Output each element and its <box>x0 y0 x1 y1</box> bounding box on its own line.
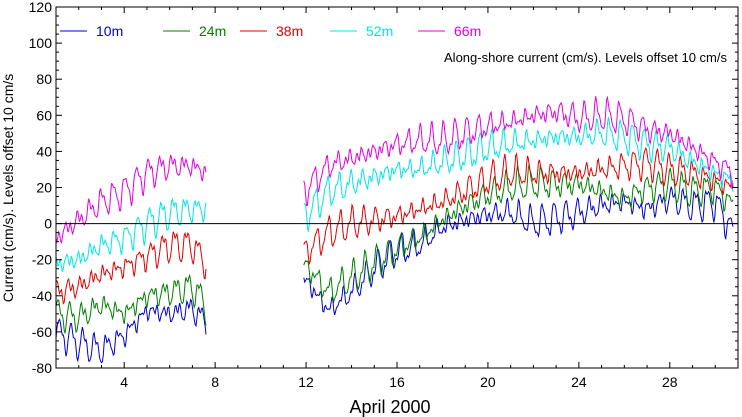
series-line-66m-segment-2 <box>303 95 734 206</box>
y-tick-label: 100 <box>29 35 53 51</box>
series-line-66m-segment-1 <box>55 154 207 245</box>
series-line-52m-segment-2 <box>303 117 734 232</box>
legend-label-38m: 38m <box>276 23 303 39</box>
x-tick-label: 20 <box>480 374 496 390</box>
y-tick-label: 60 <box>36 107 52 123</box>
x-tick-label: 4 <box>120 374 128 390</box>
series-lines <box>55 95 734 364</box>
legend-label-24m: 24m <box>199 23 226 39</box>
x-tick-label: 28 <box>662 374 678 390</box>
legend-label-52m: 52m <box>366 23 393 39</box>
series-line-52m-segment-1 <box>55 197 207 273</box>
y-tick-label: -60 <box>32 324 52 340</box>
x-axis-title: April 2000 <box>349 397 430 417</box>
series-line-38m-segment-1 <box>55 231 207 305</box>
x-tick-label: 16 <box>389 374 405 390</box>
legend: 10m 24m 38m 52m 66m <box>60 23 481 39</box>
y-tick-label: 0 <box>44 216 52 232</box>
y-axis-title: Current (cm/s). Levels offset 10 cm/s <box>0 74 16 302</box>
series-line-38m-segment-2 <box>303 147 734 265</box>
y-tick-label: 20 <box>36 180 52 196</box>
y-tick-label: 120 <box>29 0 53 15</box>
x-tick-label: 12 <box>298 374 314 390</box>
y-tick-label: 40 <box>36 143 52 159</box>
series-line-10m-segment-2 <box>303 186 734 316</box>
y-tick-label: -40 <box>32 288 52 304</box>
y-tick-label: 80 <box>36 71 52 87</box>
series-line-10m-segment-1 <box>55 298 207 364</box>
legend-label-10m: 10m <box>96 23 123 39</box>
x-tick-label: 8 <box>211 374 219 390</box>
y-tick-label: -20 <box>32 252 52 268</box>
tick-marks <box>55 6 739 369</box>
chart-annotation: Along-shore current (cm/s). Levels offse… <box>444 50 727 65</box>
y-tick-label: -80 <box>32 360 52 376</box>
tick-labels: -80 -60 -40 -20 0 20 40 60 80 100 120 4 8 12 16 20 24 28 <box>29 0 678 390</box>
series-line-24m-segment-1 <box>55 273 207 334</box>
x-tick-label: 24 <box>571 374 587 390</box>
legend-label-66m: 66m <box>454 23 481 39</box>
